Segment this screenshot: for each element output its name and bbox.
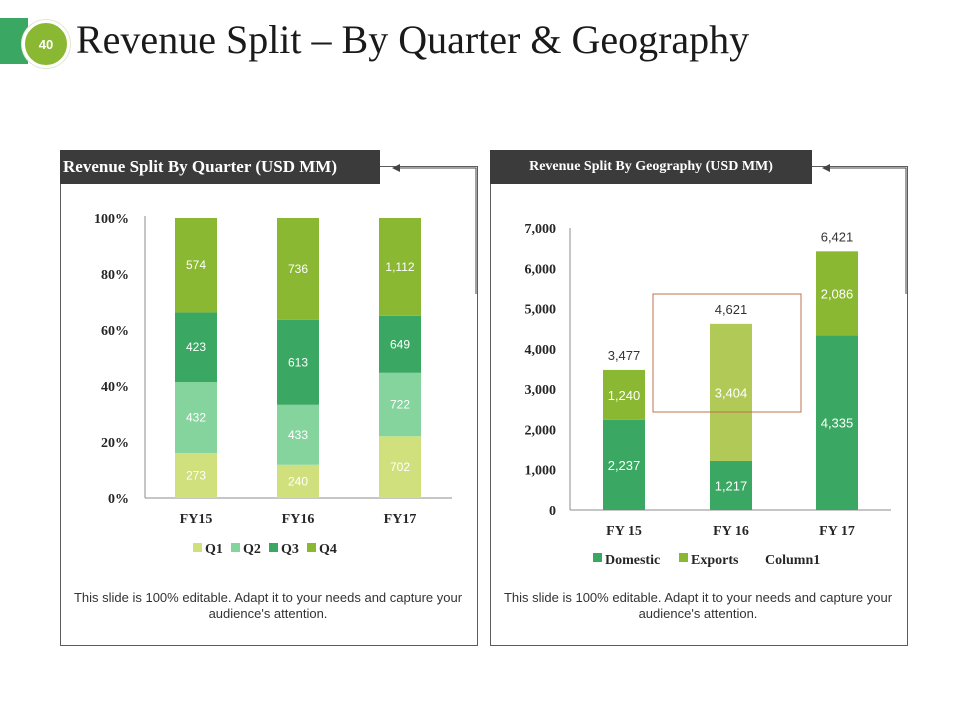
quarter-chart-title: Revenue Split By Quarter (USD MM) <box>60 150 380 184</box>
geo-bar-segment <box>710 460 752 510</box>
geo-y-tick-label: 2,000 <box>525 423 557 438</box>
quarter-category-label: FY15 <box>180 512 213 527</box>
geo-data-label: 3,404 <box>715 385 748 400</box>
quarter-y-tick-label: 20% <box>101 436 129 451</box>
quarter-bar-segment <box>379 436 421 498</box>
geo-bar-segment <box>710 323 752 461</box>
quarter-legend-swatch <box>231 543 240 552</box>
quarter-legend-swatch <box>269 543 278 552</box>
quarter-legend-swatch <box>307 543 316 552</box>
geo-legend-label-extra: Column1 <box>765 553 820 568</box>
pointer-arrowhead-right <box>822 164 830 172</box>
geo-total-label: 4,621 <box>715 302 748 317</box>
geo-data-label: 2,237 <box>608 458 641 473</box>
quarter-category-label: FY16 <box>282 512 315 527</box>
quarter-data-label: 649 <box>390 337 410 351</box>
quarter-legend-label: Q4 <box>319 542 337 557</box>
geo-bar-segment <box>816 251 858 336</box>
geo-category-label: FY 16 <box>713 524 749 539</box>
quarter-legend-label: Q3 <box>281 542 299 557</box>
geo-bar-segment <box>603 419 645 510</box>
geo-total-label: 3,477 <box>608 348 641 363</box>
quarter-y-tick-label: 100% <box>94 212 129 227</box>
quarter-data-label: 433 <box>288 428 308 442</box>
quarter-bar-segment <box>175 453 217 498</box>
geo-y-tick-label: 1,000 <box>525 464 557 479</box>
geo-legend-swatch <box>593 553 602 562</box>
quarter-category-label: FY17 <box>384 512 417 527</box>
geo-bar-segment <box>603 369 645 420</box>
quarter-data-label: 273 <box>186 469 206 483</box>
pointer-arrowhead-left <box>392 164 400 172</box>
geo-data-label: 4,335 <box>821 416 854 431</box>
geo-data-label: 2,086 <box>821 286 854 301</box>
quarter-data-label: 702 <box>390 460 410 474</box>
quarter-bar-segment <box>277 464 319 498</box>
geo-y-tick-label: 6,000 <box>525 262 557 277</box>
geo-bar-segment <box>816 335 858 510</box>
quarter-legend-label: Q1 <box>205 542 223 557</box>
quarter-chart-note: This slide is 100% editable. Adapt it to… <box>73 590 463 621</box>
quarter-y-tick-label: 80% <box>101 268 129 283</box>
quarter-data-label: 240 <box>288 474 308 488</box>
geo-y-tick-label: 5,000 <box>525 303 557 318</box>
quarter-bar-segment <box>175 218 217 313</box>
geography-chart-note: This slide is 100% editable. Adapt it to… <box>503 590 893 621</box>
quarter-legend-label: Q2 <box>243 542 261 557</box>
geo-data-label: 1,240 <box>608 388 641 403</box>
geo-legend-label: Domestic <box>605 553 660 568</box>
quarter-bar-segment <box>379 372 421 437</box>
quarter-data-label: 1,112 <box>385 260 414 274</box>
quarter-data-label: 613 <box>288 355 308 369</box>
quarter-data-label: 574 <box>186 258 206 272</box>
quarter-bar-segment <box>277 319 319 405</box>
geo-y-tick-label: 0 <box>549 504 556 519</box>
quarter-y-tick-label: 0% <box>108 492 129 507</box>
quarter-legend-swatch <box>193 543 202 552</box>
geo-y-tick-label: 4,000 <box>525 343 557 358</box>
geo-legend-swatch <box>679 553 688 562</box>
geo-data-label: 1,217 <box>715 478 748 493</box>
slide-number-badge: 40 <box>22 20 70 68</box>
quarter-bar-segment <box>379 218 421 316</box>
quarter-y-tick-label: 40% <box>101 380 129 395</box>
geo-category-label: FY 15 <box>606 524 642 539</box>
quarter-data-label: 722 <box>390 398 410 412</box>
quarter-data-label: 423 <box>186 340 206 354</box>
pointer-line-right <box>824 167 907 294</box>
quarter-bar-segment <box>379 315 421 373</box>
pointer-line-left <box>394 167 477 294</box>
quarter-bar-segment <box>175 382 217 454</box>
quarter-data-label: 432 <box>186 411 206 425</box>
geo-total-label: 6,421 <box>821 229 854 244</box>
geo-legend-label: Exports <box>691 553 739 568</box>
slide-title: Revenue Split – By Quarter & Geography <box>76 17 750 62</box>
geo-y-tick-label: 7,000 <box>525 222 557 237</box>
geography-chart-title: Revenue Split By Geography (USD MM) <box>490 150 812 184</box>
geo-y-tick-label: 3,000 <box>525 383 557 398</box>
geo-highlight-box <box>652 293 802 413</box>
quarter-data-label: 736 <box>288 262 308 276</box>
quarter-y-tick-label: 60% <box>101 324 129 339</box>
quarter-bar-segment <box>277 218 319 320</box>
geo-category-label: FY 17 <box>819 524 855 539</box>
quarter-bar-segment <box>277 404 319 465</box>
quarter-bar-segment <box>175 312 217 383</box>
